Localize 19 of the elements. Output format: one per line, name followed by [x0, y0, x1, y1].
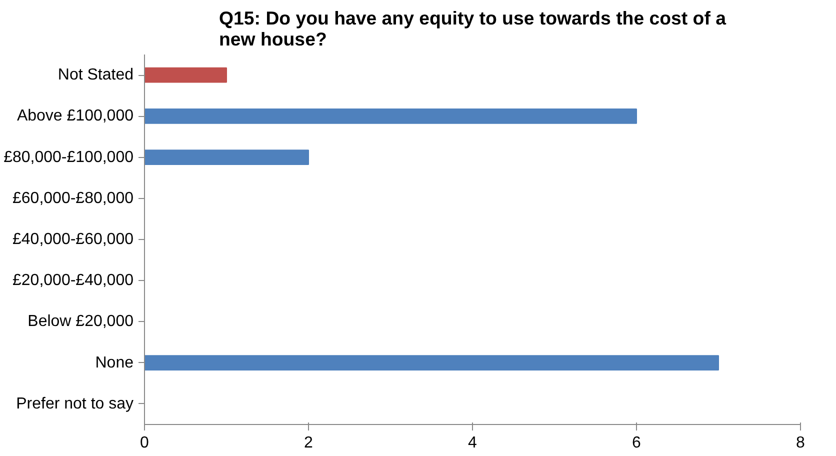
y-tick-label: Prefer not to say: [16, 395, 134, 412]
y-tick-label: None: [95, 354, 134, 372]
y-tick-label: Above £100,000: [16, 108, 134, 125]
y-tick-label: £40,000-£60,000: [12, 231, 134, 248]
bar: [144, 150, 309, 165]
x-tick-label: 0: [140, 434, 150, 452]
x-tick-label: 4: [468, 434, 478, 452]
bar: [144, 67, 227, 83]
bar: [144, 108, 637, 124]
x-tick-label: 2: [304, 434, 314, 452]
y-tick-label: Not Stated: [58, 66, 134, 84]
y-tick-label: £80,000-£100,000: [4, 148, 134, 166]
x-tick-label: 6: [632, 434, 642, 452]
bar: [144, 355, 719, 371]
x-tick-label: 8: [796, 434, 806, 452]
y-tick-label: £20,000-£40,000: [12, 272, 134, 290]
chart-title: Q15: Do you have any equity to use towards the cost of a new house?: [219, 8, 727, 50]
y-tick-label: £60,000-£80,000: [12, 190, 134, 207]
y-tick-label: Below £20,000: [28, 313, 134, 330]
